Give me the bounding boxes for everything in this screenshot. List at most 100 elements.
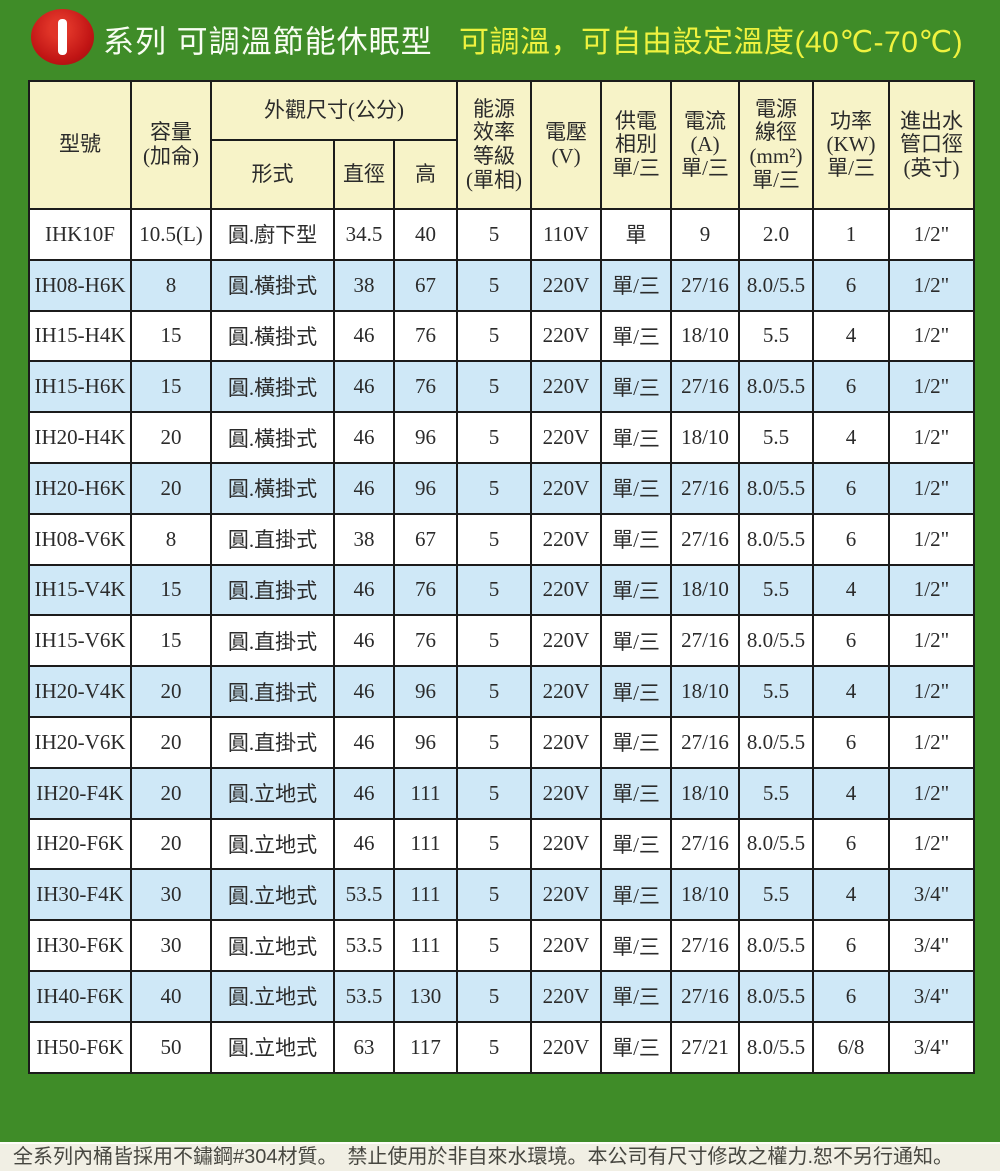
col-header-wire: 電源 線徑 (mm²) 單/三 <box>738 80 815 210</box>
table-cell: 20 <box>130 817 212 871</box>
table-cell: 46 <box>333 766 395 820</box>
table-cell: 96 <box>392 715 459 769</box>
table-cell: 單/三 <box>600 258 673 312</box>
table-cell: 5 <box>456 360 533 414</box>
table-cell: 5.5 <box>738 868 815 922</box>
table-cell: 111 <box>392 868 459 922</box>
table-cell: 3/4" <box>888 868 976 922</box>
table-cell: 4 <box>812 411 891 464</box>
table-cell: 27/16 <box>670 512 741 566</box>
table-cell: 220V <box>530 258 603 312</box>
table-cell: 8.0/5.5 <box>738 919 815 972</box>
table-cell: 46 <box>333 817 395 871</box>
table-cell: IH20-F6K <box>28 817 132 871</box>
table-cell: 76 <box>392 614 459 668</box>
table-row: IH20-H6K 20 圓.橫掛式 46 96 5 220V 單/三 27/16 8.0/5.5 6… <box>28 461 976 515</box>
table-cell: 單/三 <box>600 461 673 515</box>
table-cell: 5 <box>456 614 533 668</box>
table-cell: IH20-V4K <box>28 665 132 718</box>
table-cell: 15 <box>130 360 212 414</box>
table-cell: 220V <box>530 614 603 668</box>
table-cell: 20 <box>130 461 212 515</box>
table-cell: 5 <box>456 309 533 363</box>
table-cell: 5 <box>456 665 533 718</box>
table-cell: 220V <box>530 868 603 922</box>
table-cell: 27/16 <box>670 969 741 1023</box>
table-cell: 46 <box>333 360 395 414</box>
table-cell: 5 <box>456 1020 533 1074</box>
col-header-dimensions-group: 外觀尺寸(公分) <box>209 80 459 141</box>
table-cell: 111 <box>392 817 459 871</box>
table-cell: 5 <box>456 868 533 922</box>
series-i-badge-icon <box>31 9 94 65</box>
table-cell: 圓.直掛式 <box>210 614 335 668</box>
spec-table: 型號 容量 (加侖) 外觀尺寸(公分) 能源 效率 等級 (單相) 電壓 (V)… <box>28 80 976 1074</box>
table-cell: 單/三 <box>600 563 673 617</box>
table-cell: 220V <box>530 969 603 1023</box>
table-cell: 5 <box>456 461 533 515</box>
table-cell: 53.5 <box>333 969 395 1023</box>
table-cell: 220V <box>530 817 603 871</box>
col-header-form: 形式 <box>210 139 335 210</box>
table-cell: IH15-V6K <box>28 614 132 668</box>
table-cell: 單/三 <box>600 715 673 769</box>
table-cell: 8.0/5.5 <box>738 715 815 769</box>
table-cell: 220V <box>530 360 603 414</box>
table-cell: 5.5 <box>738 309 815 363</box>
table-cell: 5.5 <box>738 766 815 820</box>
table-cell: 1/2" <box>888 715 976 769</box>
table-cell: 9 <box>670 208 741 261</box>
table-cell: 5 <box>456 817 533 871</box>
table-cell: 8.0/5.5 <box>738 969 815 1023</box>
table-cell: 20 <box>130 715 212 769</box>
table-cell: 76 <box>392 563 459 617</box>
table-cell: 30 <box>130 919 212 972</box>
header-row-1: 型號 容量 (加侖) 外觀尺寸(公分) 能源 效率 等級 (單相) 電壓 (V)… <box>28 80 976 210</box>
table-cell: 6 <box>812 969 891 1023</box>
table-row: IH20-V4K 20 圓.直掛式 46 96 5 220V 單/三 18/10 5.5 4 1/2" <box>28 665 976 718</box>
table-cell: IH15-V4K <box>28 563 132 617</box>
table-cell: 4 <box>812 868 891 922</box>
table-cell: 1/2" <box>888 208 976 261</box>
table-cell: 27/16 <box>670 258 741 312</box>
table-cell: 5 <box>456 919 533 972</box>
table-cell: 1/2" <box>888 817 976 871</box>
table-cell: 220V <box>530 461 603 515</box>
table-cell: 117 <box>392 1020 459 1074</box>
table-row: IH15-V4K 15 圓.直掛式 46 76 5 220V 單/三 18/10 5.5 4 1/2" <box>28 563 976 617</box>
table-cell: 單/三 <box>600 309 673 363</box>
table-cell: 53.5 <box>333 868 395 922</box>
table-cell: 220V <box>530 715 603 769</box>
table-row: IH15-H6K 15 圓.橫掛式 46 76 5 220V 單/三 27/16 8.0/5.5 6… <box>28 360 976 414</box>
table-cell: 18/10 <box>670 411 741 464</box>
table-cell: 111 <box>392 766 459 820</box>
table-cell: 單/三 <box>600 969 673 1023</box>
table-cell: 46 <box>333 461 395 515</box>
table-cell: 單/三 <box>600 665 673 718</box>
table-cell: 圓.立地式 <box>210 1020 335 1074</box>
table-cell: 6 <box>812 512 891 566</box>
table-cell: 5.5 <box>738 411 815 464</box>
table-cell: 圓.橫掛式 <box>210 309 335 363</box>
table-cell: 圓.立地式 <box>210 766 335 820</box>
table-cell: 46 <box>333 309 395 363</box>
table-cell: 5.5 <box>738 665 815 718</box>
table-cell: IH20-H6K <box>28 461 132 515</box>
table-cell: 34.5 <box>333 208 395 261</box>
table-cell: 圓.橫掛式 <box>210 411 335 464</box>
table-cell: 96 <box>392 665 459 718</box>
table-cell: 圓.橫掛式 <box>210 258 335 312</box>
table-cell: 4 <box>812 665 891 718</box>
table-row: IH30-F4K 30 圓.立地式 53.5 111 5 220V 單/三 18/10 5.5 4 3… <box>28 868 976 922</box>
table-cell: 1/2" <box>888 665 976 718</box>
table-cell: 18/10 <box>670 309 741 363</box>
table-cell: 220V <box>530 665 603 718</box>
table-cell: 96 <box>392 411 459 464</box>
table-cell: 63 <box>333 1020 395 1074</box>
table-cell: 1/2" <box>888 309 976 363</box>
spec-table-header: 型號 容量 (加侖) 外觀尺寸(公分) 能源 效率 等級 (單相) 電壓 (V)… <box>28 80 976 210</box>
table-cell: 220V <box>530 411 603 464</box>
table-cell: 5 <box>456 208 533 261</box>
table-cell: 18/10 <box>670 868 741 922</box>
table-cell: 27/16 <box>670 715 741 769</box>
